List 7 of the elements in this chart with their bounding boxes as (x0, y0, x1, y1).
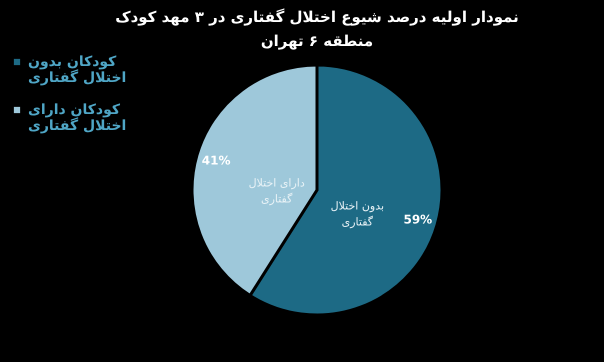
text: بدون اختلال گفتاری (330, 200, 384, 229)
data-label: 59% (403, 212, 432, 226)
data-label: 41% (202, 154, 231, 168)
chart-title: نمودار اولیه درصد شیوع اختلال گفتاری در ۳ مهد کودک منطقه ۶ تهران (115, 8, 519, 50)
legend-label: کودکان دارای اختلال گفتاری (28, 102, 126, 134)
legend-label: کودکان بدون اختلال گفتاری (28, 54, 126, 86)
text: دارای اختلال گفتاری (248, 176, 305, 206)
